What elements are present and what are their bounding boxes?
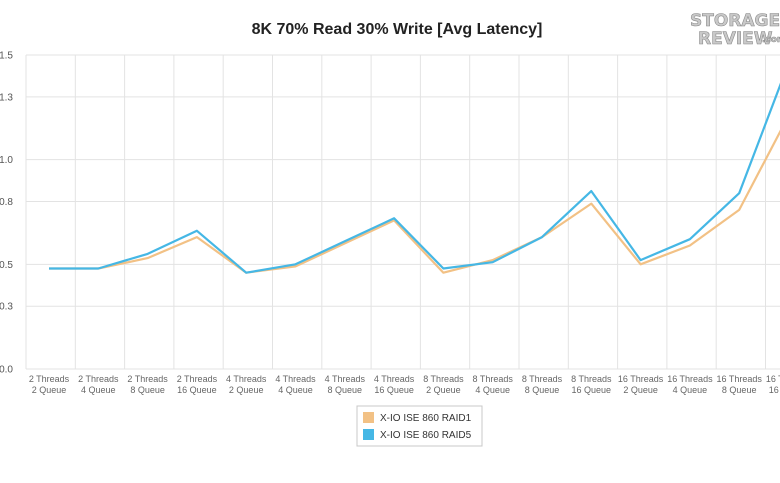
watermark-line1: STORAGE: [690, 11, 780, 31]
x-tick-label-threads: 16 Threads: [618, 374, 664, 384]
x-tick-label-threads: 4 Threads: [226, 374, 267, 384]
x-tick-label-queue: 4 Queue: [673, 385, 708, 395]
legend: X-IO ISE 860 RAID1 X-IO ISE 860 RAID5: [356, 405, 483, 447]
x-tick-label-threads: 16 Threads: [667, 374, 713, 384]
legend-box: [356, 405, 483, 447]
x-tick-label-queue: 8 Queue: [525, 385, 560, 395]
x-tick-label-queue: 2 Queue: [32, 385, 67, 395]
x-tick-label-threads: 8 Threads: [473, 374, 514, 384]
y-axis: 0.0 0.3 0.5 0.8 1.0 1.3 1.5: [0, 51, 13, 376]
x-tick-label-threads: 8 Threads: [423, 374, 464, 384]
x-tick-label-queue: 16 Queue: [769, 385, 780, 395]
y-tick-label: 0.5: [0, 260, 13, 271]
x-tick-label-queue: 4 Queue: [475, 385, 510, 395]
watermark-logo: STORAGE REVIEW .com: [690, 11, 780, 50]
series-line-raid1: [49, 129, 780, 274]
x-tick-label-threads: 8 Threads: [522, 374, 563, 384]
grid-lines: [25, 54, 780, 370]
x-tick-label-queue: 16 Queue: [177, 385, 217, 395]
x-tick-label-queue: 2 Queue: [229, 385, 264, 395]
x-tick-label-queue: 16 Queue: [572, 385, 612, 395]
x-tick-label-queue: 4 Queue: [278, 385, 313, 395]
x-tick-label-threads: 4 Threads: [325, 374, 366, 384]
series-line-raid5: [49, 82, 780, 274]
x-tick-label-threads: 8 Threads: [571, 374, 612, 384]
legend-label-raid5: X-IO ISE 860 RAID5: [380, 430, 472, 441]
x-tick-label-threads: 2 Threads: [127, 374, 168, 384]
y-tick-label: 0.3: [0, 302, 13, 313]
x-tick-label-queue: 2 Queue: [426, 385, 461, 395]
x-tick-label-threads: 4 Threads: [374, 374, 415, 384]
x-tick-label-threads: 4 Threads: [275, 374, 316, 384]
chart-title: 8K 70% Read 30% Write [Avg Latency]: [252, 21, 543, 38]
x-tick-label-queue: 2 Queue: [623, 385, 658, 395]
watermark-line2: REVIEW: [698, 29, 773, 49]
x-tick-label-queue: 4 Queue: [81, 385, 116, 395]
x-tick-label-threads: 2 Threads: [29, 374, 70, 384]
legend-label-raid1: X-IO ISE 860 RAID1: [380, 413, 472, 424]
y-tick-label: 1.5: [0, 51, 13, 62]
y-tick-label: 0.0: [0, 365, 13, 376]
x-tick-label-queue: 8 Queue: [722, 385, 757, 395]
legend-swatch-raid5: [363, 429, 374, 440]
x-tick-label-threads: 16 Threads: [717, 374, 763, 384]
y-tick-label: 0.8: [0, 197, 13, 208]
x-tick-label-threads: 2 Threads: [177, 374, 218, 384]
legend-swatch-raid1: [363, 412, 374, 423]
x-tick-label-queue: 8 Queue: [328, 385, 363, 395]
y-tick-label: 1.0: [0, 155, 13, 166]
watermark-suffix: .com: [762, 35, 780, 45]
x-tick-label-queue: 8 Queue: [130, 385, 165, 395]
y-tick-label: 1.3: [0, 92, 13, 103]
x-tick-label-threads: 2 Threads: [78, 374, 119, 384]
x-tick-label-threads: 16 Threads: [766, 374, 780, 384]
series-lines: [49, 82, 780, 274]
x-tick-label-queue: 16 Queue: [374, 385, 414, 395]
